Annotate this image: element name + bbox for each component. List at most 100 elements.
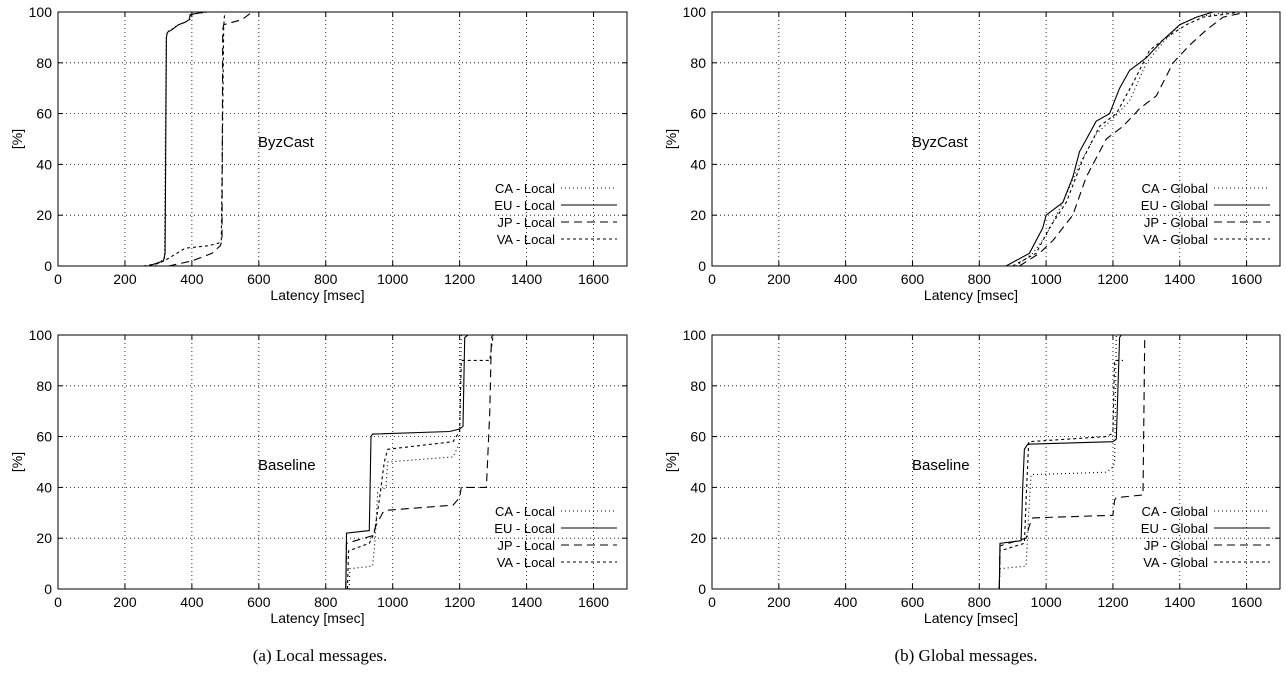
x-tick-label: 1600 — [1231, 271, 1262, 287]
y-tick-label: 40 — [690, 479, 706, 495]
plot-frame — [57, 11, 628, 267]
x-tick-label: 1200 — [444, 594, 475, 610]
x-tick-label: 0 — [54, 594, 62, 610]
x-tick-label: 800 — [314, 271, 338, 287]
x-tick-label: 400 — [180, 594, 204, 610]
x-tick-label: 200 — [113, 271, 137, 287]
legend-label: CA - Global — [1142, 181, 1209, 196]
x-tick-label: 600 — [247, 271, 271, 287]
x-tick-label: 1600 — [578, 594, 609, 610]
y-tick-label: 80 — [36, 378, 52, 394]
series-line-jp-global — [1019, 11, 1247, 267]
x-tick-label: 200 — [767, 594, 791, 610]
legend-label: CA - Global — [1142, 504, 1209, 519]
series-line-eu-local — [148, 11, 206, 267]
y-axis-label: [%] — [663, 129, 679, 149]
x-tick-label: 800 — [314, 594, 338, 610]
x-tick-label: 1000 — [377, 594, 408, 610]
series-line-eu-global — [1005, 11, 1214, 267]
y-tick-label: 100 — [683, 327, 707, 343]
x-tick-label: 200 — [767, 271, 791, 287]
series-line-jp-local — [168, 11, 253, 267]
chart-annotation: Baseline — [258, 457, 316, 474]
x-tick-label: 800 — [968, 271, 992, 287]
y-tick-label: 0 — [44, 581, 52, 597]
x-tick-label: 1400 — [511, 594, 542, 610]
x-axis-label: Latency [msec] — [270, 287, 364, 303]
series-line-eu-local — [345, 334, 469, 590]
x-tick-label: 600 — [901, 271, 925, 287]
y-tick-label: 60 — [36, 429, 52, 445]
x-tick-label: 400 — [834, 594, 858, 610]
series-line-va-local — [346, 334, 494, 590]
x-tick-label: 600 — [247, 594, 271, 610]
y-tick-label: 0 — [698, 258, 706, 274]
x-axis-label: Latency [msec] — [924, 610, 1018, 626]
y-tick-label: 40 — [36, 479, 52, 495]
legend-label: VA - Local — [497, 232, 555, 247]
y-tick-label: 100 — [29, 4, 53, 20]
chart-global-byzcast: 0 200 400 600 800 1000 1200 1400 1600 0 20 40 60 80 10… — [663, 4, 1281, 303]
legend-label: EU - Global — [1141, 198, 1208, 213]
series-line-jp-global — [998, 334, 1147, 590]
legend-label: CA - Local — [495, 504, 555, 519]
x-tick-label: 1400 — [1164, 271, 1195, 287]
series-line-va-global — [1012, 11, 1240, 267]
y-tick-label: 80 — [690, 55, 706, 71]
y-tick-label: 40 — [690, 156, 706, 172]
y-tick-label: 100 — [29, 327, 53, 343]
series-line-va-local — [143, 11, 226, 267]
legend-label: VA - Local — [497, 555, 555, 570]
series-line-eu-global — [998, 334, 1122, 590]
x-tick-label: 600 — [901, 594, 925, 610]
x-axis-label: Latency [msec] — [270, 610, 364, 626]
x-tick-label: 1200 — [444, 271, 475, 287]
y-tick-label: 20 — [36, 207, 52, 223]
x-tick-label: 0 — [54, 271, 62, 287]
caption-global-messages: (b) Global messages. — [894, 646, 1038, 665]
chart-annotation: Baseline — [912, 457, 970, 474]
series-line-ca-local — [348, 334, 464, 590]
x-tick-label: 1200 — [1097, 271, 1128, 287]
legend-label: EU - Local — [494, 198, 555, 213]
legend-label: VA - Global — [1143, 555, 1208, 570]
y-tick-label: 80 — [690, 378, 706, 394]
y-tick-label: 60 — [690, 106, 706, 122]
y-tick-label: 60 — [690, 429, 706, 445]
x-tick-label: 1400 — [511, 271, 542, 287]
y-tick-label: 0 — [44, 258, 52, 274]
y-axis-label: [%] — [663, 452, 679, 472]
plot-frame — [57, 334, 628, 590]
series-line-jp-local — [345, 334, 494, 590]
x-tick-label: 0 — [708, 271, 716, 287]
x-tick-label: 800 — [968, 594, 992, 610]
x-tick-label: 0 — [708, 594, 716, 610]
legend-label: JP - Local — [497, 538, 555, 553]
x-tick-label: 1200 — [1097, 594, 1128, 610]
y-tick-label: 20 — [690, 207, 706, 223]
plot-frame — [711, 334, 1281, 590]
y-tick-label: 60 — [36, 106, 52, 122]
x-tick-label: 1000 — [377, 271, 408, 287]
x-tick-label: 1000 — [1031, 594, 1062, 610]
y-tick-label: 80 — [36, 55, 52, 71]
chart-annotation: ByzCast — [258, 134, 315, 151]
x-tick-label: 400 — [834, 271, 858, 287]
x-axis-label: Latency [msec] — [924, 287, 1018, 303]
legend-label: JP - Global — [1144, 215, 1208, 230]
legend-label: JP - Local — [497, 215, 555, 230]
y-tick-label: 0 — [698, 581, 706, 597]
y-tick-label: 20 — [690, 530, 706, 546]
series-line-va-global — [998, 359, 1123, 590]
legend-label: EU - Local — [494, 521, 555, 536]
series-line-ca-global — [998, 334, 1117, 590]
x-tick-label: 200 — [113, 594, 137, 610]
plot-frame — [711, 11, 1281, 267]
y-tick-label: 100 — [683, 4, 707, 20]
x-tick-label: 1600 — [578, 271, 609, 287]
y-tick-label: 40 — [36, 156, 52, 172]
y-axis-label: [%] — [9, 129, 25, 149]
chart-local-baseline: 0 200 400 600 800 1000 1200 1400 1600 0 20 40 60 80 10… — [9, 327, 628, 626]
series-line-ca-local — [154, 11, 212, 267]
